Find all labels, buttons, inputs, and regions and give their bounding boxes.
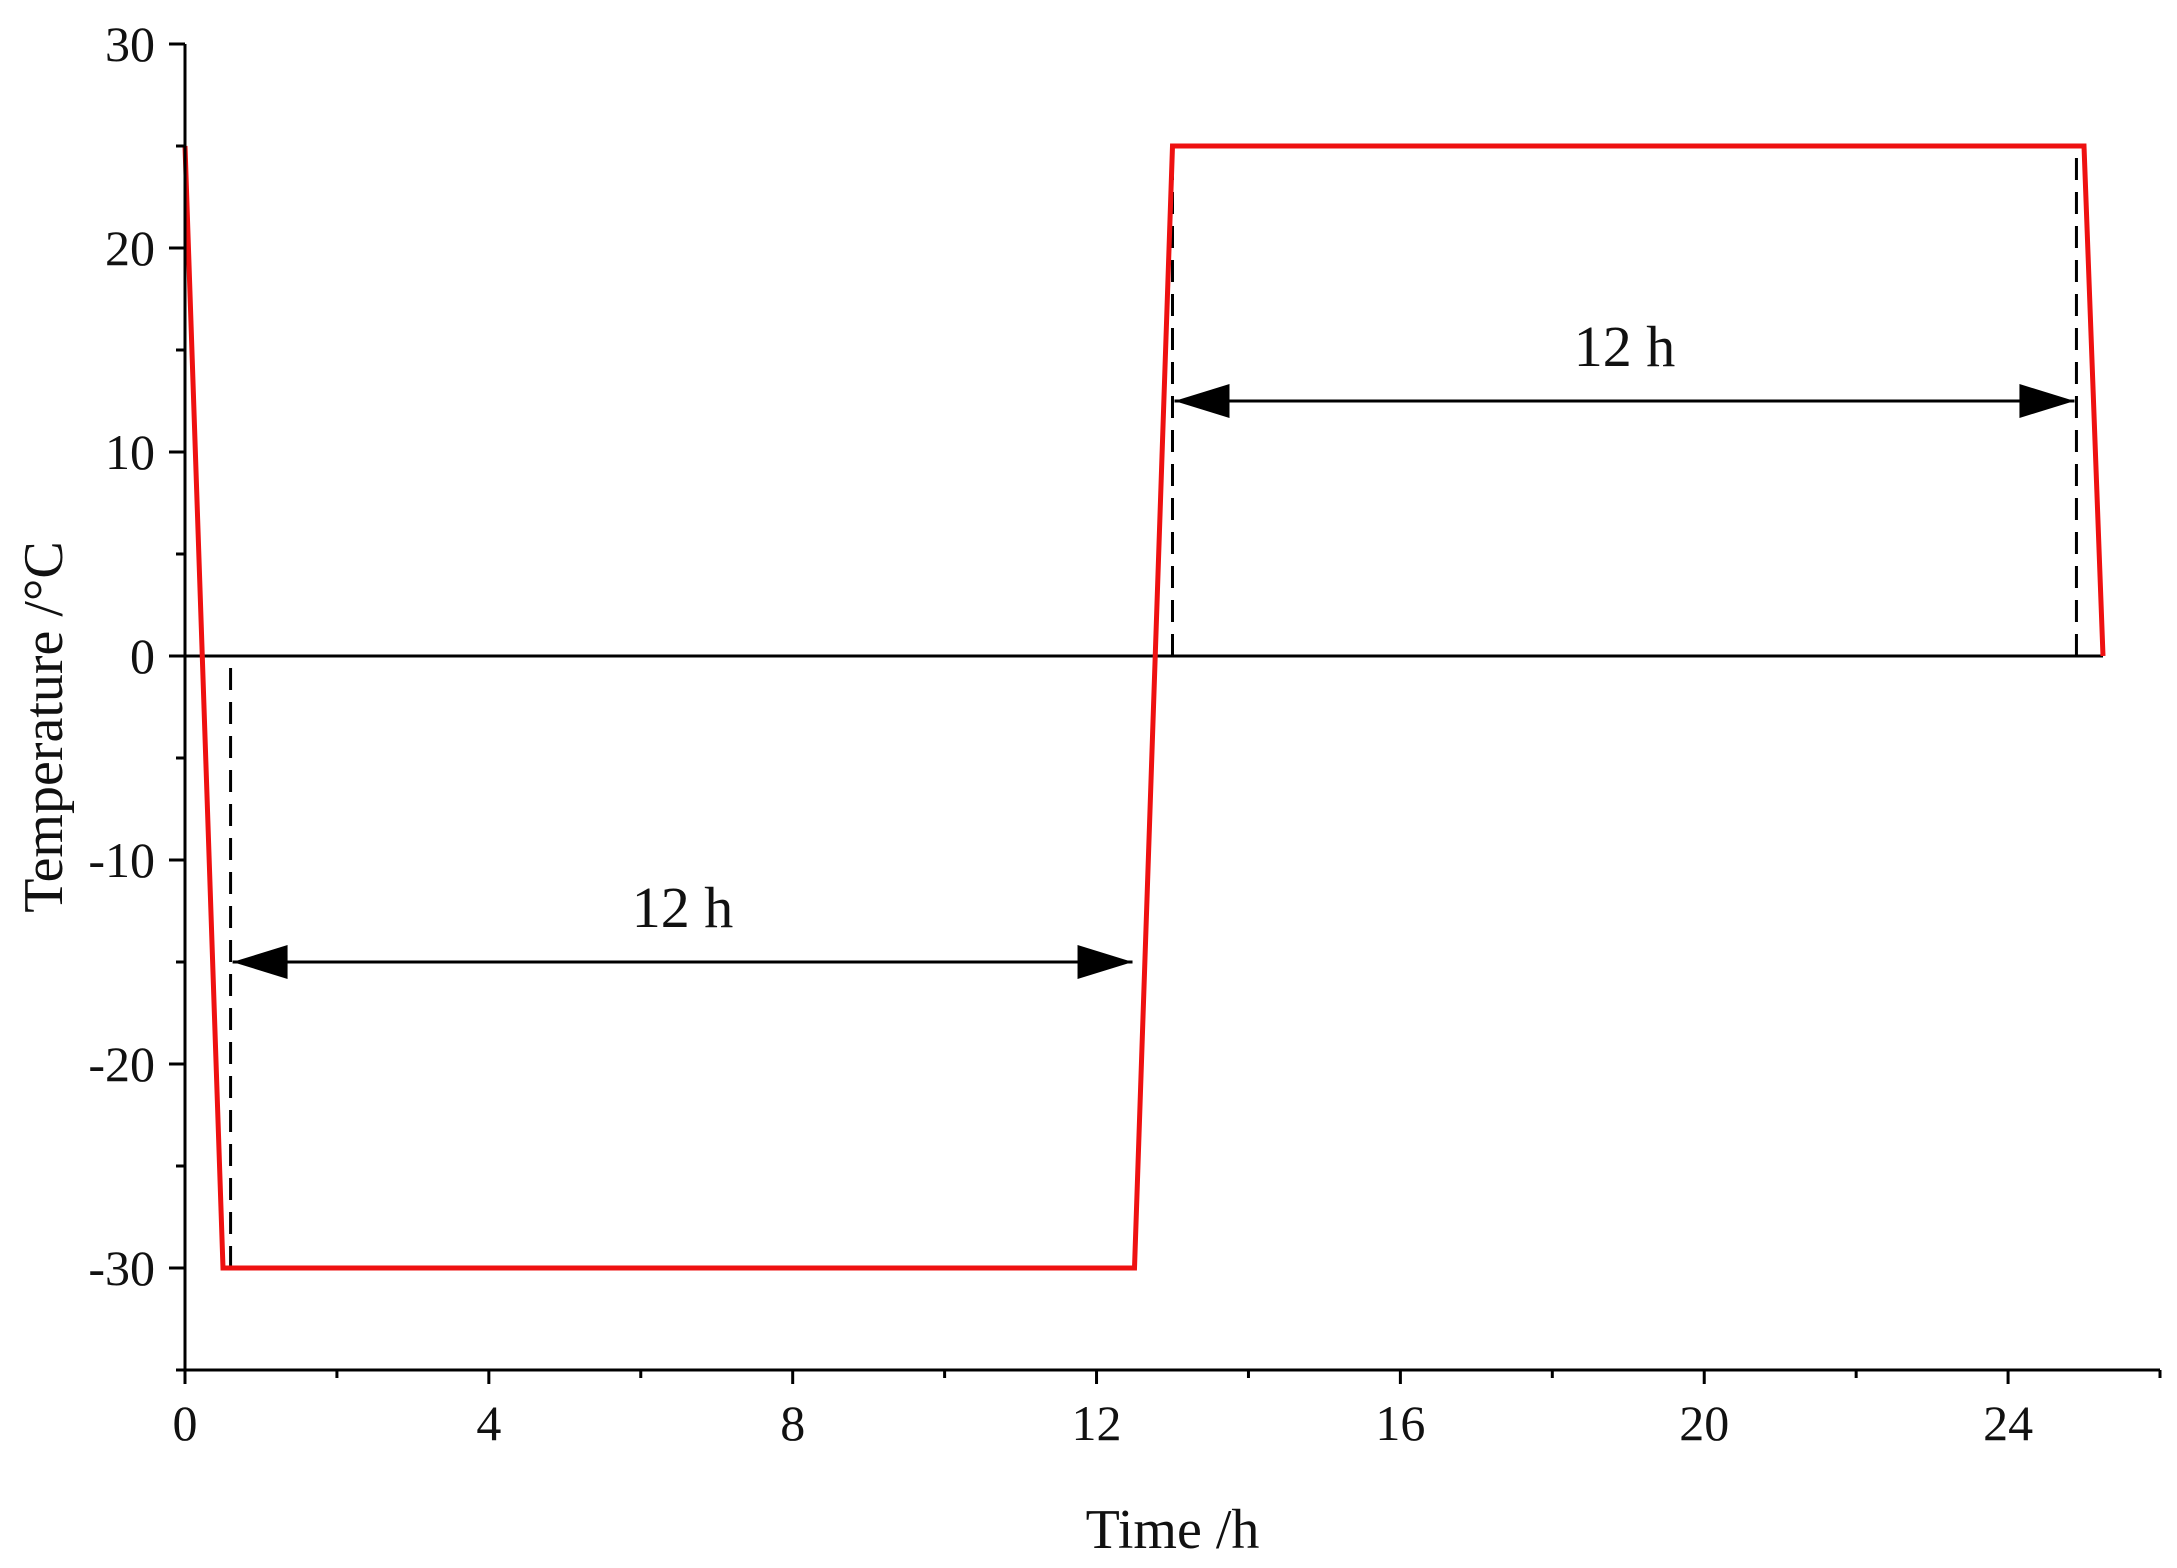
y-tick-label: -10 xyxy=(88,832,155,888)
x-tick-label: 16 xyxy=(1375,1395,1425,1451)
y-axis-title: Temperature /°C xyxy=(13,541,75,912)
y-tick-label: -20 xyxy=(88,1036,155,1092)
y-tick-label: 30 xyxy=(105,16,155,72)
y-tick-label: 20 xyxy=(105,220,155,276)
arrowhead-right xyxy=(2019,384,2075,418)
x-tick-label: 8 xyxy=(780,1395,805,1451)
temperature-series-line xyxy=(182,143,2106,1271)
y-tick-label: 0 xyxy=(130,628,155,684)
y-tick-label: -30 xyxy=(88,1240,155,1296)
x-tick-label: 24 xyxy=(1983,1395,2033,1451)
x-tick-label: 12 xyxy=(1072,1395,1122,1451)
x-tick-label: 20 xyxy=(1679,1395,1729,1451)
duration-label: 12 h xyxy=(632,875,734,940)
duration-label: 12 h xyxy=(1574,314,1676,379)
x-tick-label: 0 xyxy=(173,1395,198,1451)
arrowhead-right xyxy=(1077,945,1133,979)
y-tick-label: 10 xyxy=(105,424,155,480)
arrowhead-left xyxy=(232,945,288,979)
arrowhead-left xyxy=(1174,384,1230,418)
x-tick-label: 4 xyxy=(476,1395,501,1451)
x-axis-title: Time /h xyxy=(1086,1499,1260,1561)
